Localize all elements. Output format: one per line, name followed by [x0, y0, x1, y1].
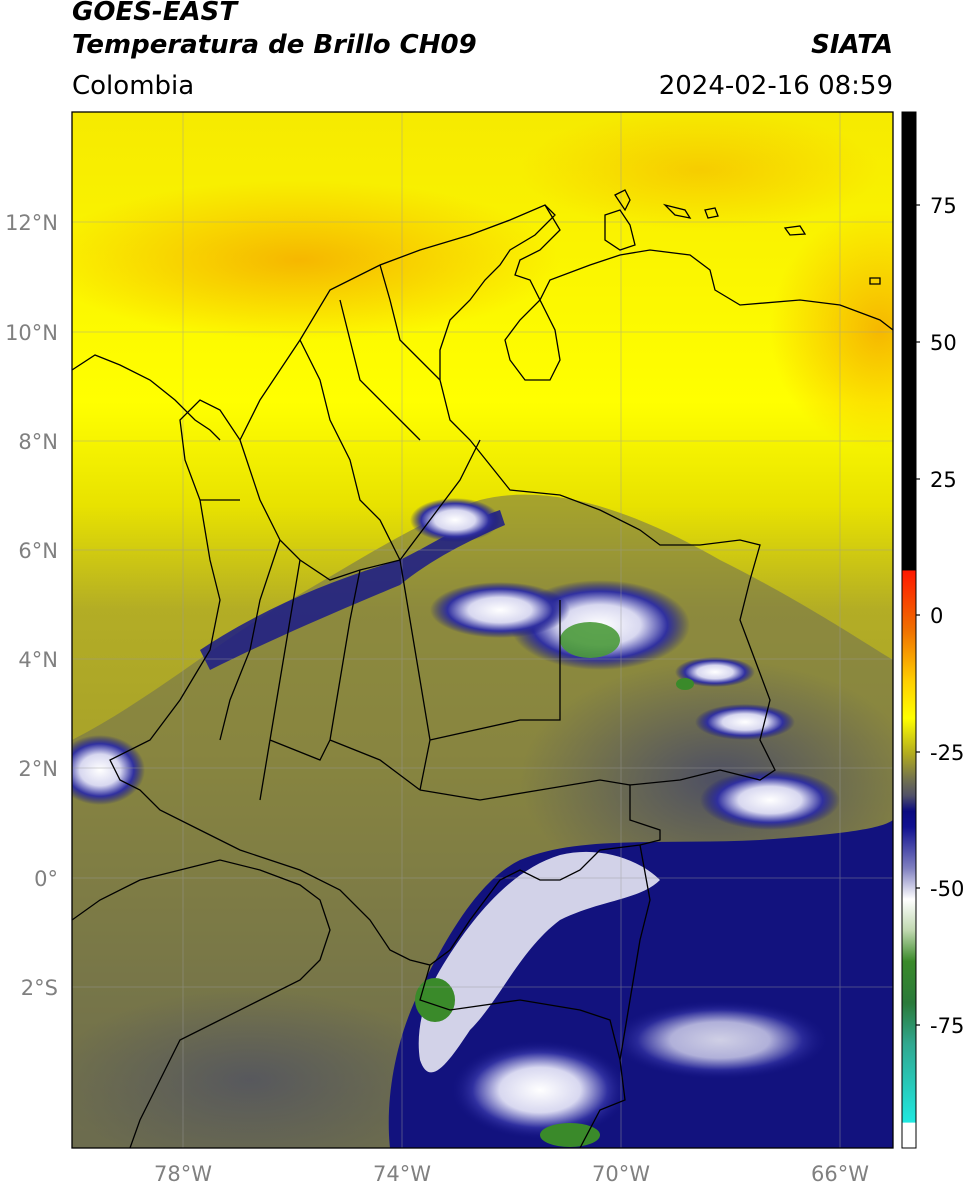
- convective-cloud-f: [72, 735, 145, 805]
- colorbar-tick-label: 75: [930, 194, 957, 218]
- inner-dept-lines: [200, 264, 631, 801]
- lat-axis: 12°N 10°N 8°N 6°N 4°N 2°N 0° 2°S: [5, 211, 58, 1000]
- convective-cloud-c: [410, 498, 500, 542]
- warm-area-east: [770, 210, 893, 450]
- pacific-coast: [72, 859, 331, 1148]
- dark-patch-south: [72, 990, 450, 1148]
- colorbar-tick-label: 25: [930, 468, 957, 492]
- convective-cloud-e: [675, 657, 755, 687]
- lat-tick-label: 2°S: [21, 976, 58, 1000]
- colorbar: 75 50 25 0 -25 -50 -75: [901, 111, 964, 1149]
- island-2: [662, 203, 692, 219]
- ecuador-peru-border: [419, 964, 626, 1148]
- lon-tick-label: 70°W: [592, 1162, 650, 1186]
- lat-tick-label: 0°: [34, 867, 58, 891]
- brazil-border: [619, 844, 651, 1061]
- warm-area-caribbean: [72, 180, 560, 340]
- island-5: [604, 209, 636, 251]
- green-cold-top-d: [676, 678, 694, 690]
- venezuela-coast: [504, 204, 893, 381]
- satellite-title: GOES-EAST: [72, 0, 238, 27]
- island-3: [704, 207, 719, 219]
- colorbar-tick-label: -75: [930, 1014, 964, 1038]
- island-4: [783, 225, 807, 236]
- convective-cloud-d: [695, 704, 795, 740]
- lat-tick-label: 8°N: [18, 430, 58, 454]
- island-6: [869, 277, 881, 285]
- panama-coast: [72, 354, 221, 441]
- warm-area-north: [520, 112, 880, 230]
- colombia-border: [109, 204, 776, 966]
- lat-tick-label: 12°N: [5, 211, 58, 235]
- agency-label: SIATA: [811, 30, 893, 60]
- lat-tick-label: 6°N: [18, 539, 58, 563]
- amazon-cloud-core-3: [610, 1000, 830, 1080]
- green-cold-top-b: [560, 622, 620, 658]
- lon-tick-label: 66°W: [811, 1162, 869, 1186]
- colorbar-gradient: [901, 111, 917, 1149]
- borders: [72, 189, 893, 1148]
- gridlines: [72, 112, 893, 1148]
- island-1: [614, 189, 631, 212]
- lat-tick-label: 4°N: [18, 648, 58, 672]
- green-cold-top-a: [415, 978, 455, 1022]
- lon-axis: 78°W 74°W 70°W 66°W: [154, 1162, 869, 1186]
- convective-cloud-g: [700, 770, 840, 830]
- colorbar-tick-label: 0: [930, 604, 943, 628]
- convective-cloud-b: [430, 582, 570, 638]
- product-title: Temperatura de Brillo CH09: [72, 30, 477, 60]
- colorbar-tick-label: -25: [930, 741, 964, 765]
- lat-tick-label: 10°N: [5, 321, 58, 345]
- amazon-cloud-core-2: [450, 1040, 630, 1140]
- colorbar-tick-label: -50: [930, 877, 964, 901]
- lon-tick-label: 78°W: [154, 1162, 212, 1186]
- lat-tick-label: 2°N: [18, 757, 58, 781]
- amazon-cloud-core: [418, 851, 660, 1073]
- map-frame: [71, 111, 894, 1149]
- datetime-label: 2024-02-16 08:59: [658, 71, 893, 101]
- green-cold-top-c: [540, 1123, 600, 1147]
- colorbar-tick-label: 50: [930, 331, 957, 355]
- lon-tick-label: 74°W: [373, 1162, 431, 1186]
- region-label: Colombia: [72, 71, 195, 101]
